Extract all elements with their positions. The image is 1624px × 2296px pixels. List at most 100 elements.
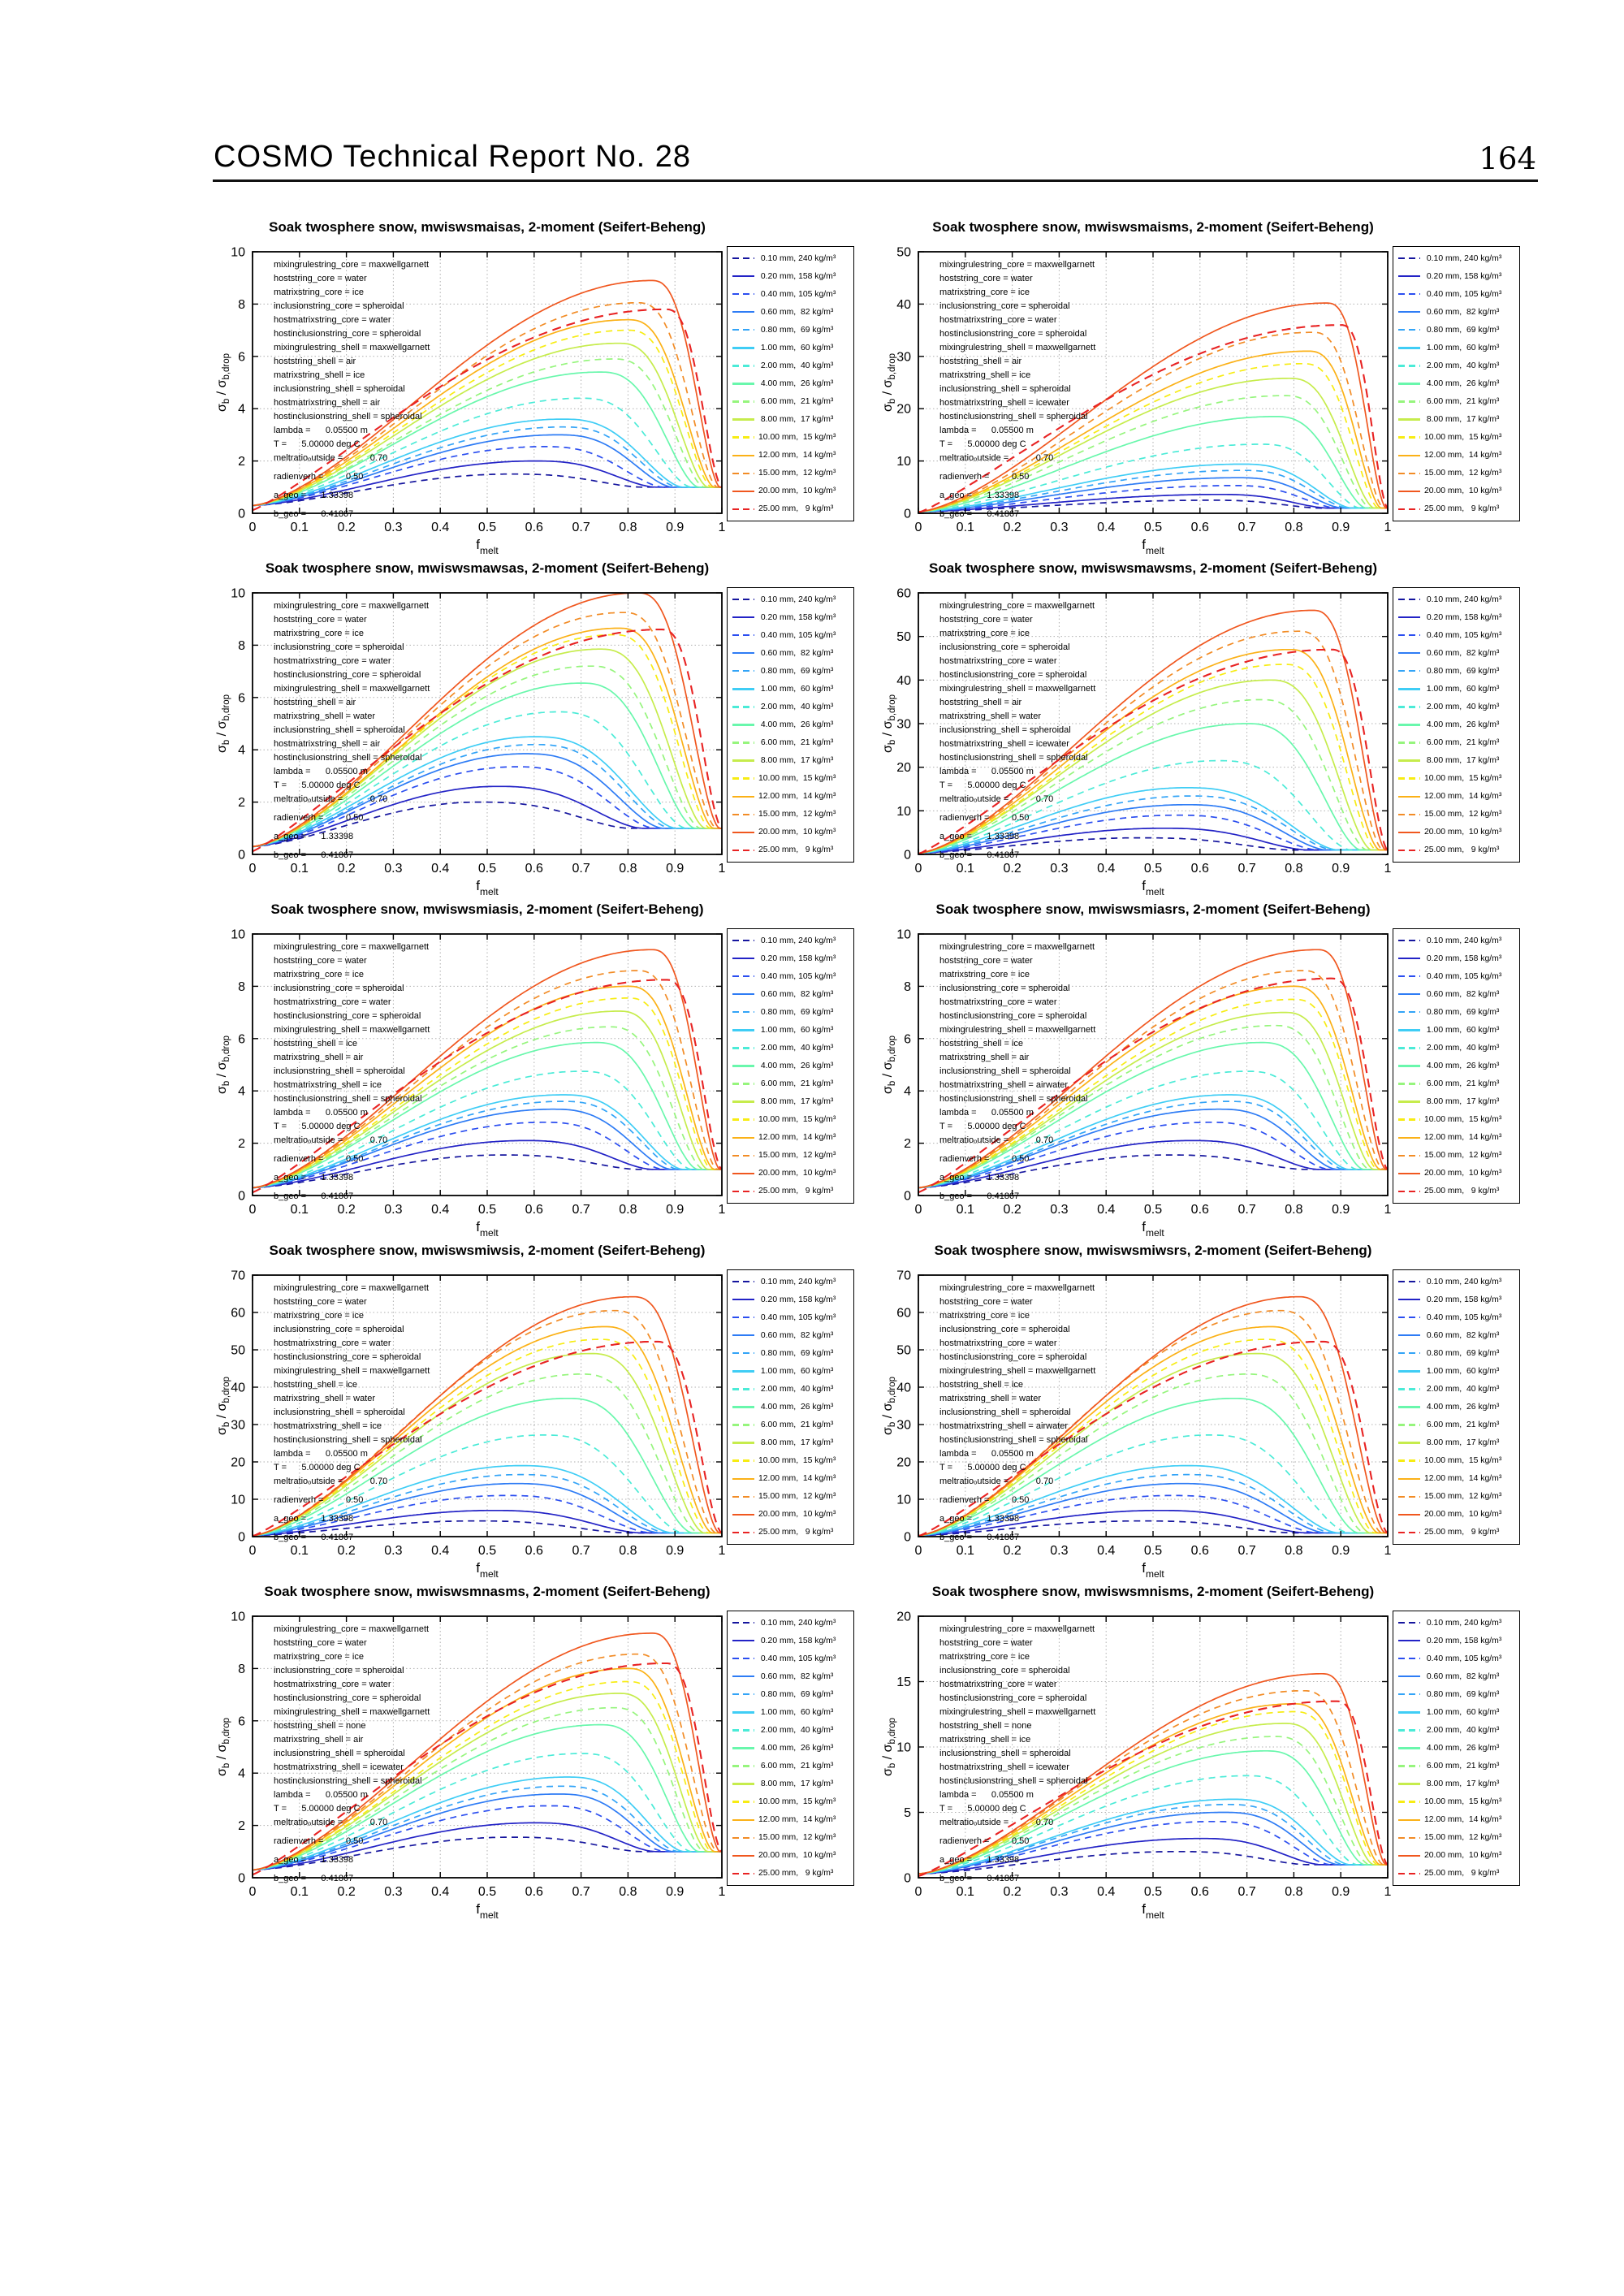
legend-label: 0.80 mm, 69 kg/m³ — [758, 666, 834, 676]
x-tick-label: 0 — [915, 862, 922, 876]
y-tick-label: 30 — [896, 350, 911, 364]
series-curve — [918, 759, 1388, 854]
x-tick-label: 0.8 — [1285, 1544, 1302, 1558]
annotation-line: b_geo = 0.41867 — [274, 1191, 354, 1201]
legend-row: 1.00 mm, 60 kg/m³ — [729, 681, 852, 697]
series-curve — [918, 1041, 1388, 1189]
legend-row: 2.00 mm, 40 kg/m³ — [1395, 357, 1518, 374]
plot-title: Soak twosphere snow, mwiswsmnisms, 2-mom… — [931, 1584, 1375, 1599]
annotation-line: a_geo = 1.33398 — [939, 1173, 1020, 1183]
x-tick-label: 0.7 — [1237, 1885, 1255, 1899]
plot-canvas: 0 0.1 0.2 0.3 0.4 0.5 0.6 0.7 0.8 0.9 10246810fmel… — [231, 928, 725, 1239]
annotation-line: mixingrulestring_shell = maxwellgarnett — [274, 1707, 430, 1717]
annotation-line: inclusionstring_shell = spheroidal — [274, 1749, 405, 1758]
legend-label: 15.00 mm, 12 kg/m³ — [1424, 1151, 1502, 1161]
legend-label: 12.00 mm, 14 kg/m³ — [1424, 1474, 1502, 1484]
legend-line-sample — [732, 1047, 754, 1049]
tick-labels: 0 0.1 0.2 0.3 0.4 0.5 0.6 0.7 0.8 0.9 101020304050… — [896, 587, 1391, 876]
y-tick-label: 4 — [238, 1085, 245, 1099]
plot-canvas: 0 0.1 0.2 0.3 0.4 0.5 0.6 0.7 0.8 0.9 10246810fmel… — [231, 587, 725, 898]
series-curve — [253, 1805, 722, 1871]
legend-line-sample — [732, 1676, 754, 1678]
annotation-line: meltratioₒutside = 0.70 — [939, 1477, 1054, 1486]
legend-row: 0.10 mm, 240 kg/m³ — [1395, 1615, 1518, 1631]
legend-label: 4.00 mm, 26 kg/m³ — [1424, 1061, 1500, 1070]
legend-line-sample — [732, 1531, 754, 1534]
series-curve — [918, 1798, 1388, 1875]
legend-row: 0.60 mm, 82 kg/m³ — [1395, 1668, 1518, 1684]
series-curve — [918, 395, 1388, 512]
annotation-line: matrixstring_shell = water — [939, 1394, 1042, 1403]
legend-line-sample — [732, 670, 754, 672]
legend-line-sample — [1398, 706, 1420, 708]
series-curve — [253, 1139, 722, 1189]
x-tick-label: 0 — [915, 521, 922, 534]
legend-label: 2.00 mm, 40 kg/m³ — [758, 702, 834, 711]
legend-row: 6.00 mm, 21 kg/m³ — [1395, 1758, 1518, 1775]
y-tick-label: 10 — [896, 928, 911, 942]
legend-row: 0.60 mm, 82 kg/m³ — [1395, 304, 1518, 320]
legend-line-sample — [732, 1729, 754, 1732]
x-tick-label: 0.6 — [525, 521, 543, 534]
series-curve — [918, 1736, 1388, 1875]
legend-row: 20.00 mm, 10 kg/m³ — [729, 824, 852, 841]
y-tick-label: 2 — [238, 1819, 245, 1833]
legend-line-sample — [732, 795, 754, 798]
legend-label: 0.20 mm, 158 kg/m³ — [758, 612, 836, 622]
legend-label: 2.00 mm, 40 kg/m³ — [1424, 1725, 1500, 1735]
y-tick-label: 50 — [231, 1344, 245, 1358]
series-curve — [918, 1494, 1388, 1537]
plot-title: Soak twosphere snow, mwiswsmawsas, 2-mom… — [265, 560, 710, 576]
series-curve — [253, 1680, 722, 1871]
series-curve — [253, 1464, 722, 1537]
annotation-line: matrixstring_core = ice — [939, 1652, 1030, 1662]
legend-row: 0.40 mm, 105 kg/m³ — [1395, 627, 1518, 643]
legend-label: 4.00 mm, 26 kg/m³ — [758, 720, 834, 729]
legend-line-sample — [1398, 831, 1420, 834]
annotation-line: T = 5.00000 deg C — [274, 780, 361, 790]
annotation-line: hostmatrixstring_shell = air — [274, 398, 381, 408]
x-tick-label: 0.5 — [1144, 1885, 1162, 1899]
legend-label: 8.00 mm, 17 kg/m³ — [1424, 1097, 1500, 1107]
x-tick-label: 1 — [719, 1885, 726, 1899]
legend-row: 2.00 mm, 40 kg/m³ — [1395, 1381, 1518, 1397]
legend-line-sample — [732, 652, 754, 655]
annotation-line: matrixstring_core = ice — [939, 288, 1030, 297]
x-tick-label: 0 — [249, 1885, 257, 1899]
legend-line-sample — [732, 1136, 754, 1139]
legend-row: 8.00 mm, 17 kg/m³ — [1395, 1776, 1518, 1792]
legend-row: 12.00 mm, 14 kg/m³ — [1395, 1812, 1518, 1828]
annotation-line: mixingrulestring_core = maxwellgarnett — [939, 601, 1095, 611]
legend-label: 0.20 mm, 158 kg/m³ — [1424, 953, 1502, 963]
legend-row: 6.00 mm, 21 kg/m³ — [1395, 394, 1518, 410]
legend-line-sample — [1398, 292, 1420, 296]
plot-title: Soak twosphere snow, mwiswsmiasrs, 2-mom… — [935, 902, 1371, 917]
series-curve — [918, 1811, 1388, 1875]
legend-label: 0.80 mm, 69 kg/m³ — [758, 1007, 834, 1017]
y-tick-label: 0 — [238, 508, 245, 521]
x-tick-label: 0.4 — [431, 1203, 449, 1217]
annotation-line: T = 5.00000 deg C — [274, 1463, 361, 1472]
legend-line-sample — [732, 1872, 754, 1875]
annotation-line: hoststring_shell = none — [274, 1721, 366, 1731]
annotation-line: matrixstring_core = ice — [274, 629, 364, 638]
legend-line-sample — [1398, 1047, 1420, 1049]
curves-group — [253, 279, 722, 512]
plot-annotations: mixingrulestring_core = maxwellgarnett ho… — [274, 599, 430, 863]
series-curve — [918, 1803, 1388, 1875]
series-curve — [918, 493, 1388, 512]
x-tick-label: 0.2 — [337, 521, 355, 534]
annotation-line: hostmatrixstring_core = water — [939, 1338, 1057, 1348]
y-tick-label: 0 — [904, 1872, 911, 1886]
grid-lines — [918, 593, 1388, 854]
series-curve — [253, 1509, 722, 1537]
legend-label: 6.00 mm, 21 kg/m³ — [758, 1079, 834, 1089]
chart-cell: Soak twosphere snow, mwiswsmnasms, 2-mom… — [126, 1576, 885, 1921]
legend-line-sample — [732, 742, 754, 744]
annotation-line: mixingrulestring_shell = maxwellgarnett — [274, 1025, 430, 1035]
annotation-line: lambda = 0.05500 m — [274, 1449, 368, 1459]
series-curve — [918, 648, 1388, 854]
curves-group — [918, 1672, 1388, 1878]
legend-row: 4.00 mm, 26 kg/m³ — [729, 1057, 852, 1074]
legend-line-sample — [1398, 1459, 1420, 1462]
